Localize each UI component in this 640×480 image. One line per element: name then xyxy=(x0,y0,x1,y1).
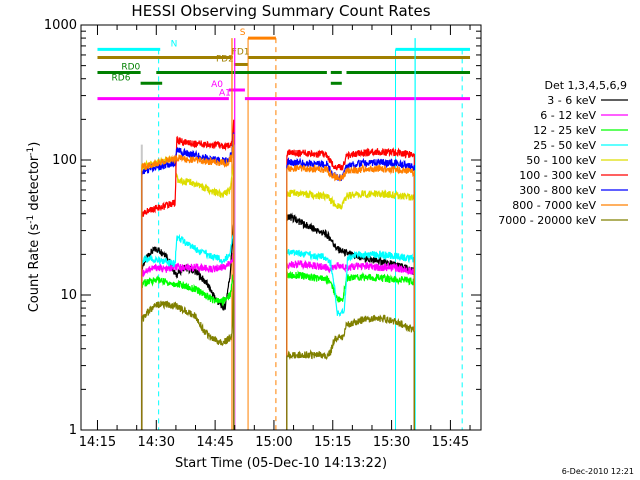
timestamp: 6-Dec-2010 12:21 xyxy=(562,467,634,476)
flag-a1-label: A1 xyxy=(219,89,231,99)
data-layer xyxy=(140,38,416,431)
legend-label-3-6-kev: 3 - 6 keV xyxy=(547,94,596,107)
ticks-layer: 1 10 100 1000 14:15 14:30 14:45 15:00 15:15 15:30… xyxy=(44,18,481,450)
y-tick-label: 100 xyxy=(52,153,77,168)
flag-fd2-label: FD2 xyxy=(216,54,234,64)
series-800-7000-kev-line xyxy=(141,133,235,431)
y-tick-label: 10 xyxy=(60,288,77,303)
legend-label-800-7000-kev: 800 - 7000 keV xyxy=(512,199,596,212)
series-3-6-kev-line xyxy=(141,223,235,431)
series-100-300-kev-line xyxy=(141,119,235,431)
legend-title: Det 1,3,4,5,6,9 xyxy=(544,79,627,92)
series-50-100-kev-line xyxy=(286,189,415,430)
series-25-50-kev-line xyxy=(141,231,235,431)
series-50-100-kev-line xyxy=(141,154,235,431)
legend-label-12-25-kev: 12 - 25 keV xyxy=(533,124,596,137)
legend-label-300-800-kev: 300 - 800 keV xyxy=(519,184,596,197)
x-tick-label: 15:30 xyxy=(373,435,410,450)
x-tick-label: 15:00 xyxy=(255,435,292,450)
flag-rd6-label: RD6 xyxy=(112,73,131,83)
legend: Det 1,3,4,5,6,9 3 - 6 keV 6 - 12 keV 12 - … xyxy=(498,79,628,227)
flag-fd1-label: FD1 xyxy=(232,47,250,57)
plot-frame xyxy=(80,24,482,431)
y-axis-label-post: ) xyxy=(27,142,42,147)
legend-label-7000-20000-kev: 7000 - 20000 keV xyxy=(498,214,596,227)
flag-s-label: S xyxy=(240,28,246,38)
y-axis-label-pre: Count Rate (s xyxy=(27,224,42,313)
y-axis-label: Count Rate (s-1 detector-1) xyxy=(26,142,42,313)
flag-n-label: N xyxy=(171,39,178,49)
flag-a0-label: A0 xyxy=(211,80,223,90)
flag-rd0-label: RD0 xyxy=(121,62,140,72)
x-tick-label: 14:45 xyxy=(196,435,233,450)
y-tick-label: 1000 xyxy=(44,18,77,33)
legend-label-25-50-kev: 25 - 50 keV xyxy=(533,139,596,152)
series-12-25-kev-line xyxy=(141,274,235,431)
y-tick-label: 1 xyxy=(69,423,77,438)
y-axis-label-sup2: -1 xyxy=(26,147,36,156)
series-100-300-kev-line xyxy=(286,147,415,430)
x-tick-label: 14:15 xyxy=(79,435,116,450)
series-300-800-kev-line xyxy=(286,157,415,430)
series-6-12-kev-line xyxy=(286,259,415,430)
series-12-25-kev-line xyxy=(286,270,415,430)
series-800-7000-kev-line xyxy=(286,163,415,430)
series-7000-20000-kev-line xyxy=(141,280,235,431)
y-axis-label-sup1: -1 xyxy=(26,215,36,224)
y-axis-label-mid: detector xyxy=(27,155,42,215)
legend-label-6-12-kev: 6 - 12 keV xyxy=(540,109,596,122)
series-7000-20000-kev-line xyxy=(286,314,415,430)
legend-label-100-300-kev: 100 - 300 keV xyxy=(519,169,596,182)
x-tick-label: 14:30 xyxy=(138,435,175,450)
series-6-12-kev-line xyxy=(141,253,235,431)
chart-title: HESSI Observing Summary Count Rates xyxy=(131,2,430,20)
series-25-50-kev-line xyxy=(286,248,415,430)
x-axis-label: Start Time (05-Dec-10 14:13:22) xyxy=(175,456,387,471)
x-tick-label: 15:45 xyxy=(432,435,469,450)
legend-label-50-100-kev: 50 - 100 keV xyxy=(526,154,596,167)
x-tick-label: 15:15 xyxy=(314,435,351,450)
